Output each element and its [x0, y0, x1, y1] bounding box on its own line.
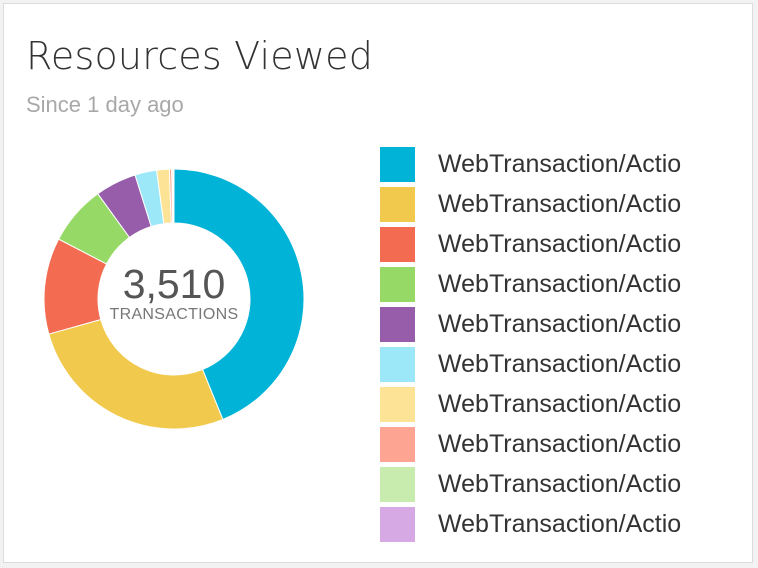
legend-item-3[interactable]: WebTransaction/Actio: [380, 224, 704, 264]
donut-chart: 3,510 TRANSACTIONS: [43, 168, 305, 430]
legend-item-2[interactable]: WebTransaction/Actio: [380, 184, 704, 224]
legend-label: WebTransaction/Actio: [438, 189, 682, 218]
legend-label: WebTransaction/Actio: [438, 349, 682, 378]
legend-label: WebTransaction/Actio: [438, 469, 682, 498]
legend-item-6[interactable]: WebTransaction/Actio: [380, 344, 704, 384]
legend-swatch: [380, 306, 415, 342]
donut-hole: [98, 223, 250, 375]
legend-swatch: [380, 146, 415, 182]
chart-legend: WebTransaction/Actio WebTransaction/Actio…: [380, 144, 704, 544]
legend-label: WebTransaction/Actio: [438, 269, 682, 298]
legend-label: WebTransaction/Actio: [438, 229, 682, 258]
legend-swatch: [380, 226, 415, 262]
legend-swatch: [380, 346, 415, 382]
legend-swatch: [380, 266, 415, 302]
legend-swatch: [380, 506, 415, 542]
widget-title: Resources Viewed: [26, 34, 374, 78]
legend-label: WebTransaction/Actio: [438, 309, 682, 338]
legend-item-7[interactable]: WebTransaction/Actio: [380, 384, 704, 424]
legend-label: WebTransaction/Actio: [438, 509, 682, 538]
legend-swatch: [380, 386, 415, 422]
legend-item-8[interactable]: WebTransaction/Actio: [380, 424, 704, 464]
donut-slice-10[interactable]: [172, 168, 175, 224]
legend-item-1[interactable]: WebTransaction/Actio: [380, 144, 704, 184]
legend-swatch: [380, 466, 415, 502]
legend-swatch: [380, 426, 415, 462]
legend-item-5[interactable]: WebTransaction/Actio: [380, 304, 704, 344]
legend-item-4[interactable]: WebTransaction/Actio: [380, 264, 704, 304]
resources-viewed-widget: Resources Viewed Since 1 day ago 3,510 T…: [3, 3, 753, 563]
total-transactions-label: TRANSACTIONS: [110, 306, 239, 323]
legend-item-9[interactable]: WebTransaction/Actio: [380, 464, 704, 504]
legend-label: WebTransaction/Actio: [438, 429, 682, 458]
legend-label: WebTransaction/Actio: [438, 149, 682, 178]
widget-subtitle: Since 1 day ago: [26, 92, 184, 117]
legend-item-10[interactable]: WebTransaction/Actio: [380, 504, 704, 544]
legend-label: WebTransaction/Actio: [438, 389, 682, 418]
total-transactions-value: 3,510: [123, 261, 226, 307]
donut-slices: [43, 168, 305, 430]
legend-swatch: [380, 186, 415, 222]
